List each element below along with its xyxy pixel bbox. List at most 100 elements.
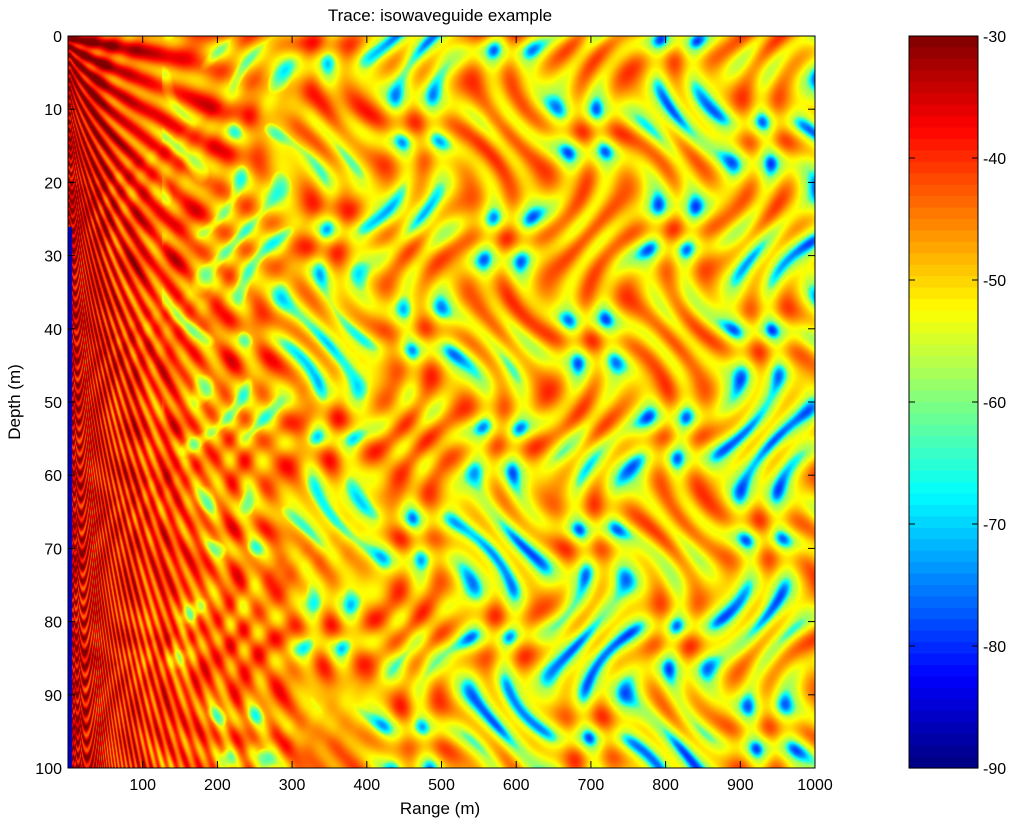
colorbar-band bbox=[909, 676, 978, 689]
colorbar-band bbox=[909, 344, 978, 357]
colorbar-band bbox=[909, 745, 978, 758]
y-tick-label: 100 bbox=[35, 761, 62, 778]
colorbar: -30 -40 -50 -60 -70 -80 -90 bbox=[908, 29, 1006, 778]
colorbar-bands bbox=[909, 36, 978, 769]
colorbar-band bbox=[909, 710, 978, 723]
colorbar-band bbox=[909, 470, 978, 483]
colorbar-band bbox=[909, 573, 978, 586]
colorbar-band bbox=[909, 230, 978, 243]
colorbar-band bbox=[909, 402, 978, 415]
heatmap-plot-area bbox=[67, 35, 816, 769]
colorbar-tick-label: -70 bbox=[983, 517, 1006, 534]
y-tick-label: 70 bbox=[44, 541, 62, 558]
colorbar-tick-label: -90 bbox=[983, 761, 1006, 778]
colorbar-band bbox=[909, 81, 978, 94]
colorbar-band bbox=[909, 459, 978, 472]
colorbar-band bbox=[909, 619, 978, 632]
y-axis-label: Depth (m) bbox=[5, 364, 24, 440]
colorbar-band bbox=[909, 287, 978, 300]
colorbar-band bbox=[909, 241, 978, 254]
colorbar-band bbox=[909, 607, 978, 620]
colorbar-band bbox=[909, 276, 978, 289]
colorbar-band bbox=[909, 733, 978, 746]
x-axis: 100 200 300 400 500 600 700 800 900 1000 bbox=[129, 36, 833, 794]
x-tick-label: 900 bbox=[727, 777, 754, 794]
colorbar-band bbox=[909, 539, 978, 552]
colorbar-band bbox=[909, 436, 978, 449]
colorbar-band bbox=[909, 550, 978, 563]
colorbar-band bbox=[909, 47, 978, 60]
colorbar-band bbox=[909, 687, 978, 700]
colorbar-band bbox=[909, 58, 978, 71]
colorbar-band bbox=[909, 642, 978, 655]
colorbar-band bbox=[909, 150, 978, 163]
colorbar-band bbox=[909, 516, 978, 529]
colorbar-band bbox=[909, 630, 978, 643]
colorbar-band bbox=[909, 321, 978, 334]
colorbar-band bbox=[909, 173, 978, 186]
colorbar-tick-label: -40 bbox=[983, 151, 1006, 168]
x-axis-label: Range (m) bbox=[400, 799, 480, 818]
y-tick-label: 20 bbox=[44, 175, 62, 192]
x-tick-label: 800 bbox=[652, 777, 679, 794]
colorbar-band bbox=[909, 379, 978, 392]
colorbar-band bbox=[909, 36, 978, 49]
colorbar-band bbox=[909, 756, 978, 769]
y-tick-label: 30 bbox=[44, 249, 62, 266]
x-tick-label: 600 bbox=[503, 777, 530, 794]
colorbar-band bbox=[909, 264, 978, 277]
colorbar-tick-label: -80 bbox=[983, 639, 1006, 656]
colorbar-band bbox=[909, 70, 978, 83]
y-tick-label: 50 bbox=[44, 395, 62, 412]
colorbar-band bbox=[909, 722, 978, 735]
x-tick-label: 500 bbox=[428, 777, 455, 794]
chart-title: Trace: isowaveguide example bbox=[328, 6, 552, 25]
colorbar-ticks: -30 -40 -50 -60 -70 -80 -90 bbox=[909, 29, 1006, 778]
colorbar-band bbox=[909, 413, 978, 426]
colorbar-band bbox=[909, 367, 978, 380]
colorbar-band bbox=[909, 253, 978, 266]
colorbar-band bbox=[909, 424, 978, 437]
y-tick-label: 0 bbox=[53, 29, 62, 46]
colorbar-tick-label: -50 bbox=[983, 273, 1006, 290]
y-axis: 0 10 20 30 40 50 60 70 80 90 100 bbox=[35, 29, 815, 778]
colorbar-band bbox=[909, 527, 978, 540]
y-tick-label: 60 bbox=[44, 468, 62, 485]
y-tick-label: 90 bbox=[44, 688, 62, 705]
y-tick-label: 10 bbox=[44, 102, 62, 119]
x-tick-label: 1000 bbox=[797, 777, 833, 794]
colorbar-band bbox=[909, 585, 978, 598]
colorbar-band bbox=[909, 104, 978, 117]
colorbar-band bbox=[909, 138, 978, 151]
heatmap-canvas-holder bbox=[68, 36, 815, 768]
colorbar-band bbox=[909, 299, 978, 312]
colorbar-band bbox=[909, 310, 978, 323]
colorbar-band bbox=[909, 219, 978, 232]
colorbar-band bbox=[909, 653, 978, 666]
colorbar-band bbox=[909, 196, 978, 209]
colorbar-band bbox=[909, 390, 978, 403]
heatmap-canvas bbox=[68, 36, 815, 768]
colorbar-band bbox=[909, 207, 978, 220]
colorbar-tick-label: -60 bbox=[983, 395, 1006, 412]
x-tick-label: 300 bbox=[279, 777, 306, 794]
colorbar-band bbox=[909, 562, 978, 575]
x-tick-label: 700 bbox=[578, 777, 605, 794]
colorbar-band bbox=[909, 356, 978, 369]
colorbar-band bbox=[909, 116, 978, 129]
colorbar-tick-label: -30 bbox=[983, 29, 1006, 46]
y-tick-label: 80 bbox=[44, 615, 62, 632]
x-tick-label: 200 bbox=[204, 777, 231, 794]
x-tick-label: 100 bbox=[129, 777, 156, 794]
colorbar-band bbox=[909, 665, 978, 678]
colorbar-band bbox=[909, 333, 978, 346]
colorbar-band bbox=[909, 127, 978, 140]
colorbar-band bbox=[909, 699, 978, 712]
colorbar-band bbox=[909, 447, 978, 460]
colorbar-band bbox=[909, 596, 978, 609]
colorbar-band bbox=[909, 482, 978, 495]
colorbar-band bbox=[909, 184, 978, 197]
colorbar-band bbox=[909, 161, 978, 174]
colorbar-band bbox=[909, 93, 978, 106]
